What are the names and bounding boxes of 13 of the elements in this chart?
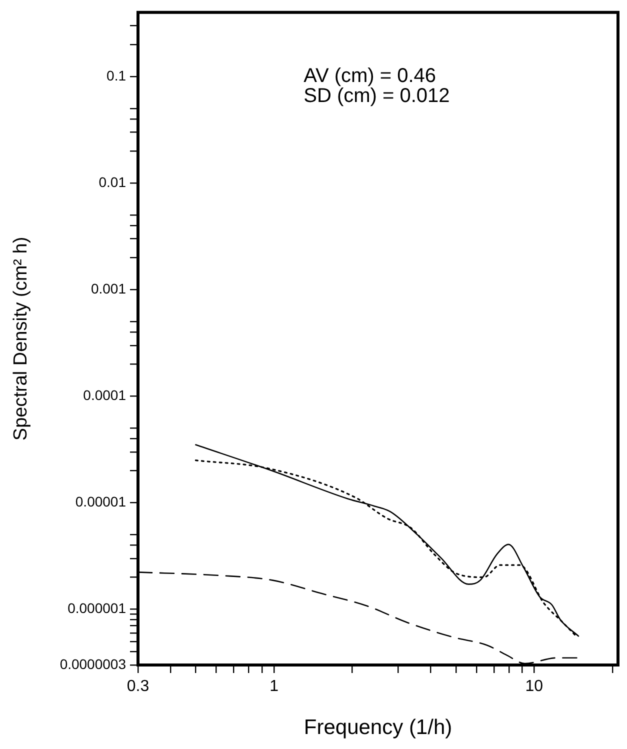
y-tick-label: 0.00001 — [75, 494, 126, 510]
y-tick-label: 0.001 — [90, 280, 126, 297]
y-tick-label: 0.0001 — [83, 387, 126, 404]
y-axis-title: Spectral Density (cm² h) — [10, 236, 32, 441]
x-axis-title: Frequency (1/h) — [304, 716, 452, 740]
y-tick-label: 0.000001 — [68, 600, 126, 616]
x-tick-label: 10 — [525, 678, 544, 696]
annotation: AV (cm) = 0.46 — [304, 64, 436, 87]
y-tick-label: 0.0000003 — [60, 656, 126, 672]
y-tick-label: 0.01 — [98, 174, 126, 190]
y-tick-label: 0.1 — [106, 67, 126, 84]
x-tick-label: 1 — [270, 678, 279, 696]
x-tick-label: 0.3 — [126, 678, 150, 696]
